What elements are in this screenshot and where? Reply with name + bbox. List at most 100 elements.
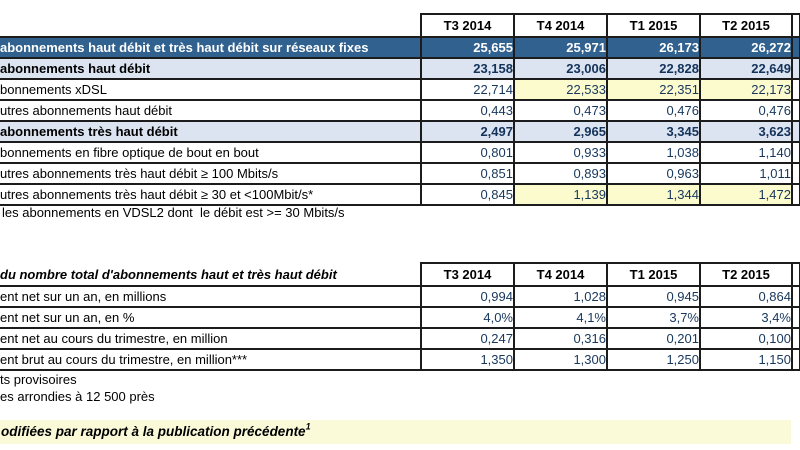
cell[interactable]: 23,006 xyxy=(513,57,608,80)
cell-changed[interactable]: 1,472 xyxy=(699,183,793,206)
column-header-t2-2015[interactable]: T2 2015 xyxy=(699,262,793,287)
cell[interactable]: 2,965 xyxy=(513,120,608,143)
table-row: ent net sur un an, en % 4,0% 4,1% 3,7% 3… xyxy=(0,306,800,329)
cell[interactable]: 0,476 xyxy=(606,99,701,122)
cell[interactable]: 0,201 xyxy=(606,327,701,350)
table-row: bonnements xDSL 22,714 22,533 22,351 22,… xyxy=(0,78,800,101)
cell[interactable]: 22,649 xyxy=(699,57,793,80)
cell[interactable]: 0,893 xyxy=(513,162,608,185)
row-label[interactable]: bonnements xDSL xyxy=(0,78,421,101)
row-label[interactable]: abonnements très haut débit xyxy=(0,120,421,143)
cell[interactable]: 0,801 xyxy=(420,141,515,164)
table-row: ent net sur un an, en millions 0,994 1,0… xyxy=(0,285,800,308)
cell[interactable]: 0,864 xyxy=(699,285,793,308)
row-label[interactable]: abonnements haut débit et très haut débi… xyxy=(0,36,421,59)
table-row: utres abonnements très haut débit ≥ 30 e… xyxy=(0,183,800,206)
table-row: bonnements en fibre optique de bout en b… xyxy=(0,141,800,164)
cell[interactable]: 25,655 xyxy=(420,36,515,59)
subscription-growth-table: du nombre total d'abonnements haut et tr… xyxy=(0,262,800,371)
table-row: abonnements haut débit 23,158 23,006 22,… xyxy=(0,57,800,80)
row-label[interactable]: utres abonnements très haut débit ≥ 100 … xyxy=(0,162,421,185)
cell[interactable]: 1,300 xyxy=(513,348,608,371)
cell[interactable]: 0,316 xyxy=(513,327,608,350)
cell-changed[interactable]: 1,344 xyxy=(606,183,701,206)
cell[interactable]: 1,011 xyxy=(699,162,793,185)
cell-partial xyxy=(791,327,800,350)
cell[interactable]: 1,250 xyxy=(606,348,701,371)
cell[interactable]: 1,350 xyxy=(420,348,515,371)
changed-data-banner: odifiées par rapport à la publication pr… xyxy=(0,420,791,444)
column-header-t3-2014[interactable]: T3 2014 xyxy=(420,13,515,38)
row-label[interactable]: ent net sur un an, en millions xyxy=(0,285,421,308)
cell[interactable]: 4,1% xyxy=(513,306,608,329)
cell[interactable]: 3,7% xyxy=(606,306,701,329)
column-header-t3-2014[interactable]: T3 2014 xyxy=(420,262,515,287)
cell[interactable]: 3,623 xyxy=(699,120,793,143)
cell[interactable]: 2,497 xyxy=(420,120,515,143)
cell[interactable]: 1,150 xyxy=(699,348,793,371)
table-row: utres abonnements très haut débit ≥ 100 … xyxy=(0,162,800,185)
cell[interactable]: 0,247 xyxy=(420,327,515,350)
table-row: abonnements haut débit et très haut débi… xyxy=(0,36,800,59)
cell-partial xyxy=(791,141,800,164)
row-label[interactable]: utres abonnements haut débit xyxy=(0,99,421,122)
column-header-t1-2015[interactable]: T1 2015 xyxy=(606,262,701,287)
cell[interactable]: 26,272 xyxy=(699,36,793,59)
table-row: ent brut au cours du trimestre, en milli… xyxy=(0,348,800,371)
cell[interactable]: 3,4% xyxy=(699,306,793,329)
cell-changed[interactable]: 1,139 xyxy=(513,183,608,206)
row-label[interactable]: ent net au cours du trimestre, en millio… xyxy=(0,327,421,350)
cell[interactable]: 26,173 xyxy=(606,36,701,59)
column-header-next-partial[interactable] xyxy=(791,262,800,287)
cell[interactable]: 23,158 xyxy=(420,57,515,80)
column-header-t2-2015[interactable]: T2 2015 xyxy=(699,13,793,38)
cell[interactable]: 3,345 xyxy=(606,120,701,143)
cell[interactable]: 0,443 xyxy=(420,99,515,122)
changed-data-banner-text: odifiées par rapport à la publication pr… xyxy=(1,424,306,439)
cell-changed[interactable]: 22,351 xyxy=(606,78,701,101)
cell[interactable]: 0,845 xyxy=(420,183,515,206)
cell[interactable]: 0,963 xyxy=(606,162,701,185)
cell-partial xyxy=(791,99,800,122)
row-label[interactable]: ent net sur un an, en % xyxy=(0,306,421,329)
cell-partial xyxy=(791,36,800,59)
cell[interactable]: 0,100 xyxy=(699,327,793,350)
cell[interactable]: 0,994 xyxy=(420,285,515,308)
cell-partial xyxy=(791,183,800,206)
cell-partial xyxy=(791,57,800,80)
column-header-t1-2015[interactable]: T1 2015 xyxy=(606,13,701,38)
cell[interactable]: 1,028 xyxy=(513,285,608,308)
cell-partial xyxy=(791,162,800,185)
cell[interactable]: 25,971 xyxy=(513,36,608,59)
cell[interactable]: 0,933 xyxy=(513,141,608,164)
provisional-results-note: ts provisoires xyxy=(0,372,77,387)
table-row: abonnements très haut débit 2,497 2,965 … xyxy=(0,120,800,143)
row-label[interactable]: ent brut au cours du trimestre, en milli… xyxy=(0,348,421,371)
broadband-subscriptions-table: T3 2014 T4 2014 T1 2015 T2 2015 abonneme… xyxy=(0,13,800,206)
cell[interactable]: 22,714 xyxy=(420,78,515,101)
cell[interactable]: 4,0% xyxy=(420,306,515,329)
table-row: utres abonnements haut débit 0,443 0,473… xyxy=(0,99,800,122)
cell[interactable]: 22,828 xyxy=(606,57,701,80)
cell[interactable]: 1,140 xyxy=(699,141,793,164)
cell-partial xyxy=(791,348,800,371)
row-label[interactable]: abonnements haut débit xyxy=(0,57,421,80)
vdsl2-footnote: les abonnements en VDSL2 dont le débit e… xyxy=(2,205,345,220)
cell[interactable]: 1,038 xyxy=(606,141,701,164)
column-header-next-partial[interactable] xyxy=(791,13,800,38)
table-row: T3 2014 T4 2014 T1 2015 T2 2015 xyxy=(0,13,800,38)
column-header-t4-2014[interactable]: T4 2014 xyxy=(513,262,608,287)
table-row: ent net au cours du trimestre, en millio… xyxy=(0,327,800,350)
header-label-spacer xyxy=(0,14,421,37)
cell-partial xyxy=(791,306,800,329)
cell[interactable]: 0,851 xyxy=(420,162,515,185)
row-label[interactable]: utres abonnements très haut débit ≥ 30 e… xyxy=(0,183,421,206)
growth-table-title: du nombre total d'abonnements haut et tr… xyxy=(0,263,421,286)
cell-changed[interactable]: 22,173 xyxy=(699,78,793,101)
cell[interactable]: 0,473 xyxy=(513,99,608,122)
row-label[interactable]: bonnements en fibre optique de bout en b… xyxy=(0,141,421,164)
cell[interactable]: 0,945 xyxy=(606,285,701,308)
cell-changed[interactable]: 22,533 xyxy=(513,78,608,101)
column-header-t4-2014[interactable]: T4 2014 xyxy=(513,13,608,38)
cell[interactable]: 0,476 xyxy=(699,99,793,122)
